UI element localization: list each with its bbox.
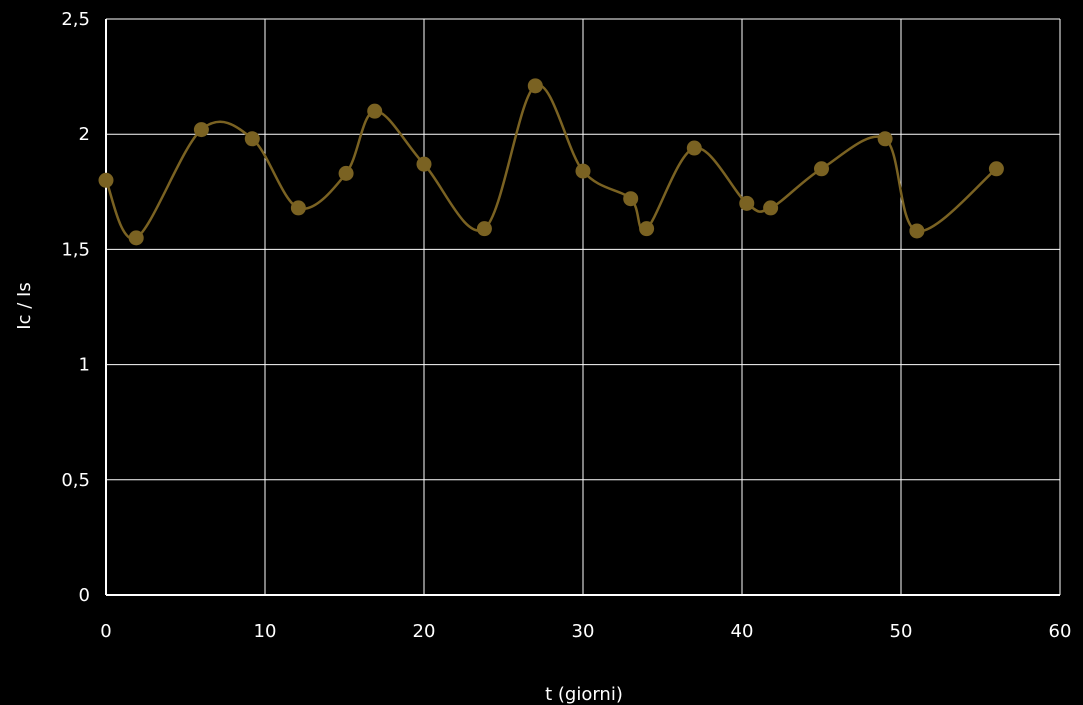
x-tick-label: 0 bbox=[100, 621, 111, 642]
x-tick-label: 10 bbox=[254, 621, 277, 642]
x-tick-label: 30 bbox=[572, 621, 595, 642]
data-point bbox=[128, 230, 144, 246]
y-tick-label: 2,5 bbox=[61, 9, 90, 30]
data-point bbox=[98, 172, 114, 188]
x-tick-label: 60 bbox=[1049, 621, 1072, 642]
data-point bbox=[639, 221, 655, 237]
data-point bbox=[686, 140, 702, 156]
y-tick-label: 1 bbox=[79, 355, 90, 376]
data-point bbox=[623, 191, 639, 207]
y-tick-label: 0,5 bbox=[61, 470, 90, 491]
axes bbox=[105, 19, 1060, 596]
y-tick-label: 1,5 bbox=[61, 239, 90, 260]
data-point bbox=[575, 163, 591, 179]
x-tick-label: 40 bbox=[731, 621, 754, 642]
x-tick-label: 50 bbox=[890, 621, 913, 642]
y-tick-label: 0 bbox=[79, 585, 90, 606]
data-point bbox=[909, 223, 925, 239]
series bbox=[98, 78, 1004, 246]
data-point bbox=[527, 78, 543, 94]
data-point bbox=[290, 200, 306, 216]
y-tick-label: 2 bbox=[79, 124, 90, 145]
data-point bbox=[416, 156, 432, 172]
data-point bbox=[739, 195, 755, 211]
x-axis-title: t (giorni) bbox=[545, 684, 623, 705]
tick-labels: 0 10 20 30 40 50 60 0 0,5 1 1,5 2 2,5 bbox=[61, 9, 1071, 642]
data-point bbox=[476, 221, 492, 237]
y-axis-title: Ic / Is bbox=[14, 282, 35, 329]
grid bbox=[106, 18, 1061, 595]
data-point bbox=[988, 161, 1004, 177]
data-point bbox=[193, 122, 209, 138]
data-point bbox=[814, 161, 829, 177]
data-point bbox=[763, 200, 779, 216]
x-tick-label: 20 bbox=[413, 621, 436, 642]
data-point bbox=[877, 131, 893, 147]
data-point bbox=[244, 131, 260, 147]
data-point bbox=[338, 165, 354, 181]
data-point bbox=[367, 103, 383, 119]
